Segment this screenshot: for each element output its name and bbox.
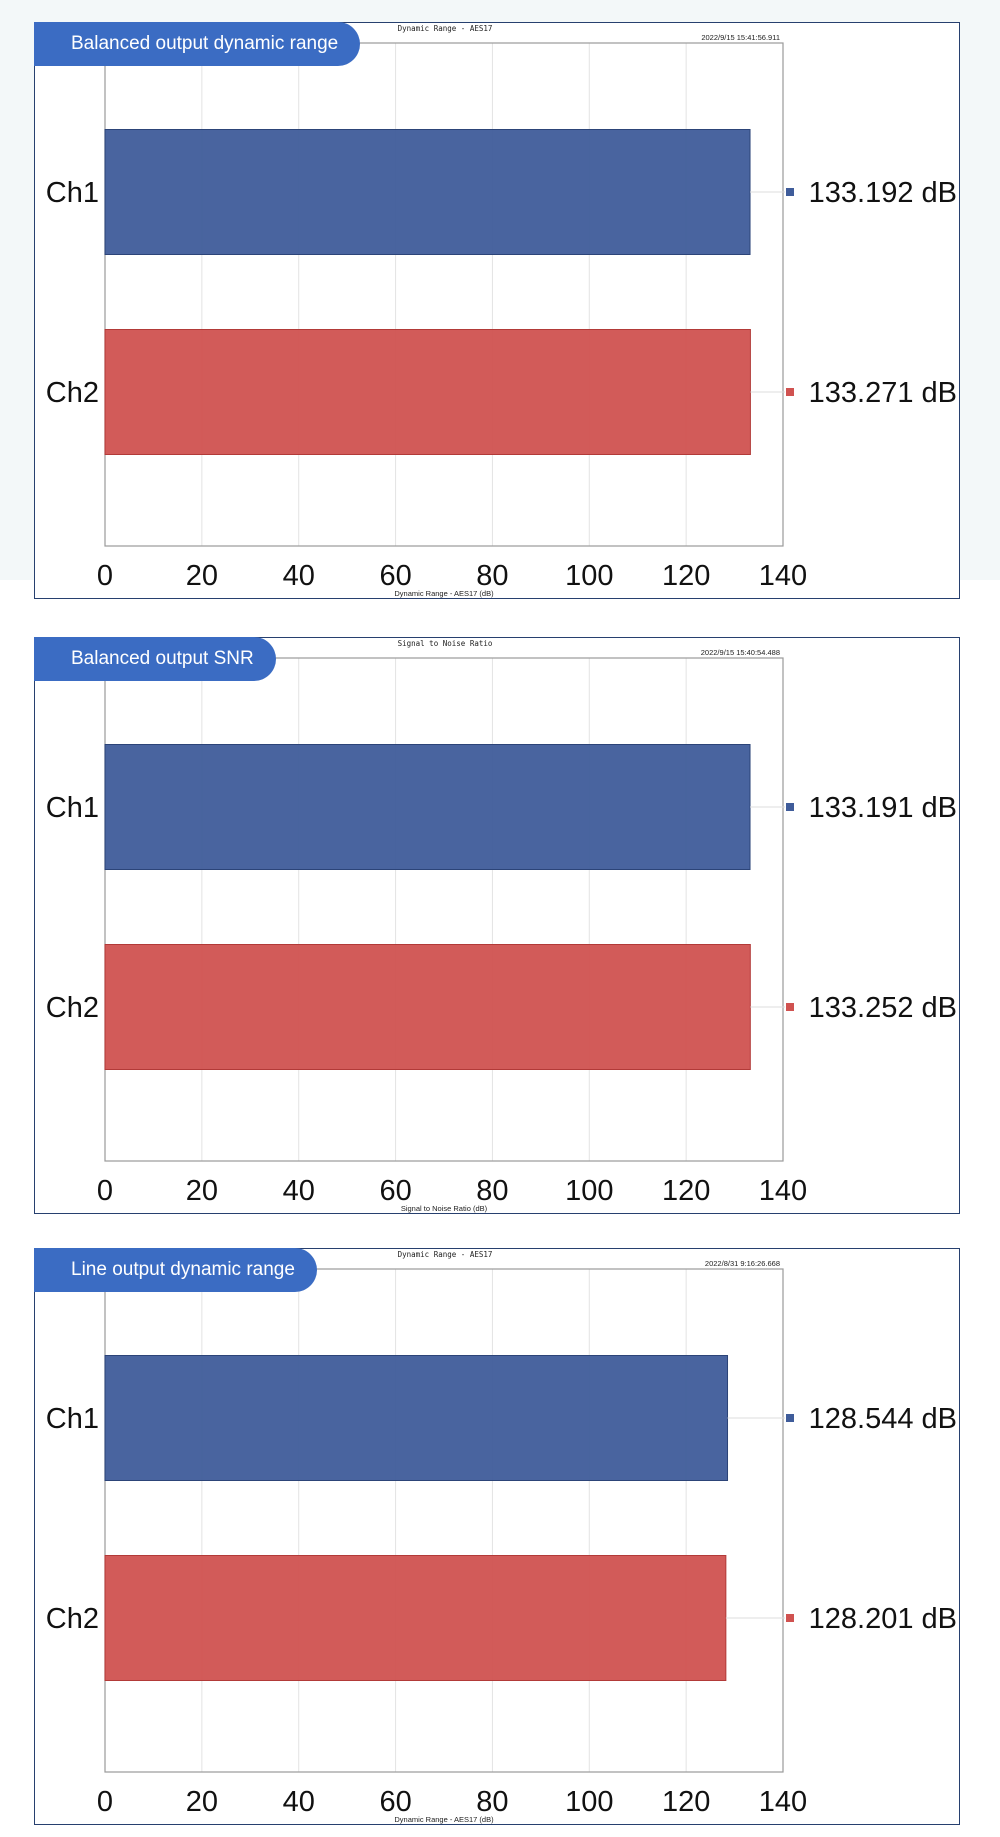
- value-label-1: 128.544 dB: [809, 1403, 957, 1435]
- x-tick-label-60: 60: [379, 1175, 411, 1207]
- bar-ch2: [104, 329, 751, 455]
- value-label-2: 128.201 dB: [809, 1603, 957, 1635]
- category-label-ch2: Ch2: [46, 1603, 99, 1635]
- category-label-ch1: Ch1: [46, 177, 99, 209]
- x-tick-label-0: 0: [97, 1786, 113, 1818]
- chart-badge-2: Balanced output SNR: [34, 637, 276, 681]
- chart-badge-1: Balanced output dynamic range: [34, 22, 361, 66]
- x-tick-label-140: 140: [759, 1786, 807, 1818]
- value-label-1: 133.191 dB: [809, 792, 957, 824]
- chart-badge-3: Line output dynamic range: [34, 1248, 317, 1292]
- value-label-2: 133.271 dB: [809, 377, 957, 409]
- x-tick-label-120: 120: [662, 560, 710, 592]
- chart-title: Dynamic Range - AES17: [398, 1250, 493, 1259]
- x-tick-label-40: 40: [283, 1786, 315, 1818]
- x-tick-label-60: 60: [379, 560, 411, 592]
- plot-frame: [104, 42, 784, 547]
- x-tick-label-140: 140: [759, 560, 807, 592]
- chart-timestamp: 2022/9/15 15:40:54.488: [701, 648, 780, 657]
- bar-ch1: [104, 129, 751, 255]
- x-tick-label-80: 80: [476, 560, 508, 592]
- bar-ch1: [104, 1355, 729, 1481]
- x-tick-label-100: 100: [565, 1786, 613, 1818]
- value-marker-2: [786, 1003, 794, 1011]
- category-label-ch1: Ch1: [46, 1403, 99, 1435]
- x-tick-label-0: 0: [97, 560, 113, 592]
- x-tick-label-80: 80: [476, 1786, 508, 1818]
- plot-frame: [104, 657, 784, 1162]
- chart-panel-3: Line output dynamic range Dynamic Range …: [34, 1248, 960, 1825]
- chart-title: Dynamic Range - AES17: [398, 24, 493, 33]
- chart-panel-2: Balanced output SNR Signal to Noise Rati…: [34, 637, 960, 1214]
- value-marker-1: [786, 188, 794, 196]
- x-tick-label-100: 100: [565, 1175, 613, 1207]
- value-label-1: 133.192 dB: [809, 177, 957, 209]
- x-tick-label-140: 140: [759, 1175, 807, 1207]
- category-label-ch2: Ch2: [46, 377, 99, 409]
- bar-chart-3: Dynamic Range - AES17 2022/8/31 9:16:26.6…: [46, 1250, 957, 1824]
- x-axis-label: Dynamic Range - AES17 (dB): [394, 1815, 494, 1824]
- value-marker-1: [786, 1414, 794, 1422]
- category-label-ch2: Ch2: [46, 992, 99, 1024]
- value-marker-1: [786, 803, 794, 811]
- x-tick-label-20: 20: [186, 560, 218, 592]
- x-tick-label-60: 60: [379, 1786, 411, 1818]
- chart-timestamp: 2022/8/31 9:16:26.668: [705, 1259, 780, 1268]
- x-axis-label: Dynamic Range - AES17 (dB): [394, 589, 494, 598]
- x-tick-label-20: 20: [186, 1786, 218, 1818]
- bar-ch1: [104, 744, 751, 870]
- bar-chart-2: Signal to Noise Ratio 2022/9/15 15:40:54.…: [46, 639, 957, 1213]
- x-axis-label: Signal to Noise Ratio (dB): [401, 1204, 488, 1213]
- value-label-2: 133.252 dB: [809, 992, 957, 1024]
- x-tick-label-0: 0: [97, 1175, 113, 1207]
- x-tick-label-80: 80: [476, 1175, 508, 1207]
- bar-ch2: [104, 944, 751, 1070]
- chart-title: Signal to Noise Ratio: [398, 639, 493, 648]
- chart-panel-1: Balanced output dynamic range Dynamic Ra…: [34, 22, 960, 599]
- value-marker-2: [786, 388, 794, 396]
- bar-ch2: [104, 1555, 727, 1681]
- x-tick-label-20: 20: [186, 1175, 218, 1207]
- value-marker-2: [786, 1614, 794, 1622]
- chart-timestamp: 2022/9/15 15:41:56.911: [701, 33, 780, 42]
- plot-frame: [104, 1268, 784, 1773]
- x-tick-label-120: 120: [662, 1175, 710, 1207]
- category-label-ch1: Ch1: [46, 792, 99, 824]
- bar-chart-1: Dynamic Range - AES17 2022/9/15 15:41:56.…: [46, 24, 957, 598]
- x-tick-label-120: 120: [662, 1786, 710, 1818]
- x-tick-label-100: 100: [565, 560, 613, 592]
- x-tick-label-40: 40: [283, 1175, 315, 1207]
- x-tick-label-40: 40: [283, 560, 315, 592]
